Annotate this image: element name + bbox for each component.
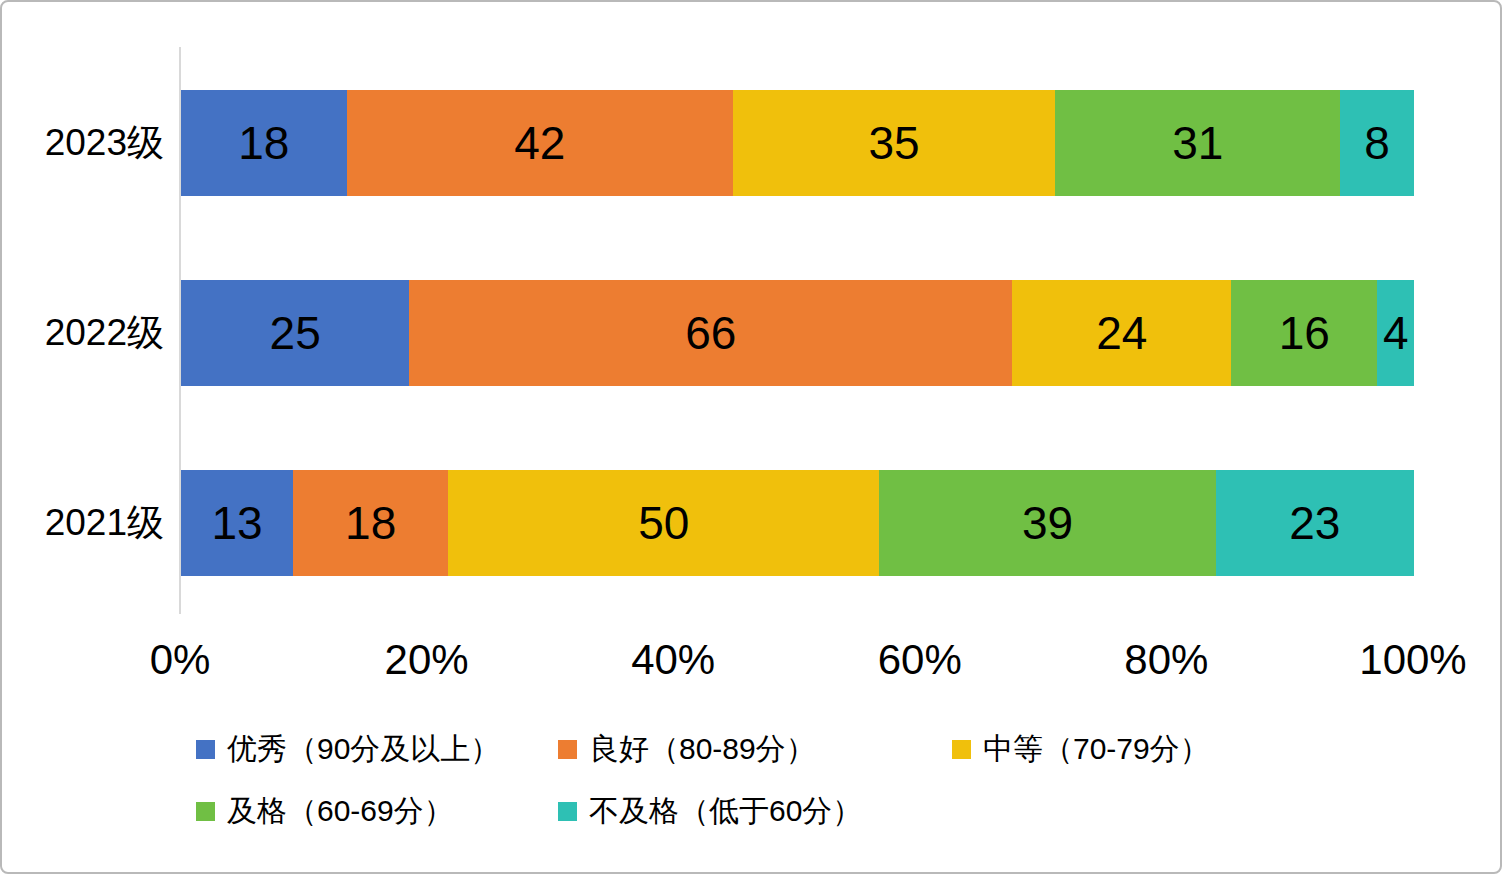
legend-marker-icon — [558, 802, 577, 821]
bar-segment: 25 — [181, 280, 409, 386]
data-label: 13 — [211, 500, 262, 546]
bar-segment: 39 — [879, 470, 1215, 576]
category-label: 2021级 — [2, 470, 164, 576]
bar-segment: 23 — [1216, 470, 1414, 576]
bar-row: 25 66 24 16 4 — [181, 280, 1414, 386]
legend-label: 不及格（低于60分） — [589, 791, 862, 832]
legend-label: 及格（60-69分） — [227, 791, 454, 832]
bar-segment: 24 — [1012, 280, 1231, 386]
x-axis-tick-label: 20% — [347, 636, 507, 684]
data-label: 31 — [1172, 120, 1223, 166]
legend-item: 良好（80-89分） — [558, 730, 816, 768]
bar-segment: 31 — [1055, 90, 1340, 196]
data-label: 25 — [270, 310, 321, 356]
bar-segment: 13 — [181, 470, 293, 576]
legend-item: 不及格（低于60分） — [558, 792, 862, 830]
bar-segment: 18 — [181, 90, 347, 196]
legend-marker-icon — [558, 740, 577, 759]
legend-label: 优秀（90分及以上） — [227, 729, 500, 770]
bar-segment: 35 — [733, 90, 1055, 196]
legend-item: 中等（70-79分） — [952, 730, 1210, 768]
category-label: 2023级 — [2, 90, 164, 196]
legend-item: 及格（60-69分） — [196, 792, 454, 830]
x-axis-tick-label: 60% — [840, 636, 1000, 684]
data-label: 23 — [1289, 500, 1340, 546]
bar-row: 18 42 35 31 8 — [181, 90, 1414, 196]
legend-marker-icon — [196, 802, 215, 821]
legend-label: 中等（70-79分） — [983, 729, 1210, 770]
data-label: 50 — [638, 500, 689, 546]
data-label: 42 — [514, 120, 565, 166]
data-label: 66 — [685, 310, 736, 356]
stacked-bar-chart: 1842353182566241641318503923 2023级2022级2… — [0, 0, 1502, 874]
bar-segment: 42 — [347, 90, 733, 196]
x-axis-tick-label: 0% — [100, 636, 260, 684]
bar-segment: 4 — [1377, 280, 1414, 386]
data-label: 35 — [869, 120, 920, 166]
x-axis-tick-label: 100% — [1333, 636, 1493, 684]
bar-segment: 16 — [1231, 280, 1377, 386]
data-label: 16 — [1279, 310, 1330, 356]
bar-segment: 8 — [1340, 90, 1414, 196]
legend-marker-icon — [952, 740, 971, 759]
data-label: 8 — [1364, 120, 1390, 166]
data-label: 18 — [238, 120, 289, 166]
data-label: 4 — [1383, 310, 1409, 356]
x-axis-tick-label: 40% — [593, 636, 753, 684]
data-label: 39 — [1022, 500, 1073, 546]
data-label: 24 — [1096, 310, 1147, 356]
x-axis-tick-label: 80% — [1086, 636, 1246, 684]
category-label: 2022级 — [2, 280, 164, 386]
bar-segment: 50 — [448, 470, 879, 576]
bar-segment: 18 — [293, 470, 448, 576]
legend-label: 良好（80-89分） — [589, 729, 816, 770]
legend-item: 优秀（90分及以上） — [196, 730, 500, 768]
bar-segment: 66 — [409, 280, 1012, 386]
data-label: 18 — [345, 500, 396, 546]
bar-row: 13 18 50 39 23 — [181, 470, 1414, 576]
legend-marker-icon — [196, 740, 215, 759]
